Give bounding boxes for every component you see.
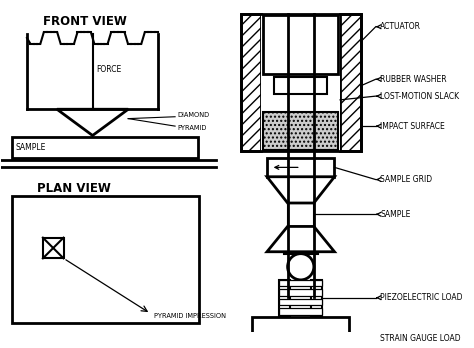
Bar <box>279 308 322 315</box>
Text: PIEZOELECTRIC LOAD: PIEZOELECTRIC LOAD <box>381 293 463 302</box>
Bar <box>261 14 340 151</box>
Bar <box>241 14 361 151</box>
Bar <box>279 299 322 305</box>
Text: PYRAMID IMPRESSION: PYRAMID IMPRESSION <box>154 313 226 318</box>
Text: STRAIN GAUGE LOAD: STRAIN GAUGE LOAD <box>381 334 461 343</box>
Polygon shape <box>267 177 335 203</box>
Text: PYRAMID: PYRAMID <box>177 125 206 131</box>
Bar <box>12 196 200 323</box>
Text: SAMPLE: SAMPLE <box>381 210 411 219</box>
Polygon shape <box>267 227 335 252</box>
Bar <box>263 112 338 150</box>
Bar <box>267 158 335 177</box>
Bar <box>12 137 198 158</box>
Circle shape <box>288 254 314 280</box>
Bar <box>263 15 338 74</box>
Polygon shape <box>57 109 128 135</box>
Bar <box>279 289 322 296</box>
Text: SAMPLE: SAMPLE <box>16 143 46 152</box>
Text: FORCE: FORCE <box>96 65 121 74</box>
Text: ACTUATOR: ACTUATOR <box>381 22 421 31</box>
Bar <box>279 280 322 286</box>
Bar <box>274 77 327 94</box>
Bar <box>311 280 322 316</box>
Bar <box>252 317 349 348</box>
Text: DIAMOND: DIAMOND <box>177 112 209 118</box>
Bar <box>43 238 64 258</box>
Bar <box>241 14 261 151</box>
Text: IMPACT SURFACE: IMPACT SURFACE <box>381 121 445 130</box>
Text: FRONT VIEW: FRONT VIEW <box>43 15 127 29</box>
Bar <box>340 14 361 151</box>
Text: PLAN VIEW: PLAN VIEW <box>37 182 111 195</box>
Text: LOST-MOTION SLACK: LOST-MOTION SLACK <box>381 92 460 101</box>
Bar <box>279 280 291 316</box>
Bar <box>284 252 318 254</box>
Text: SAMPLE GRID: SAMPLE GRID <box>381 175 433 184</box>
Text: RUBBER WASHER: RUBBER WASHER <box>381 75 447 84</box>
